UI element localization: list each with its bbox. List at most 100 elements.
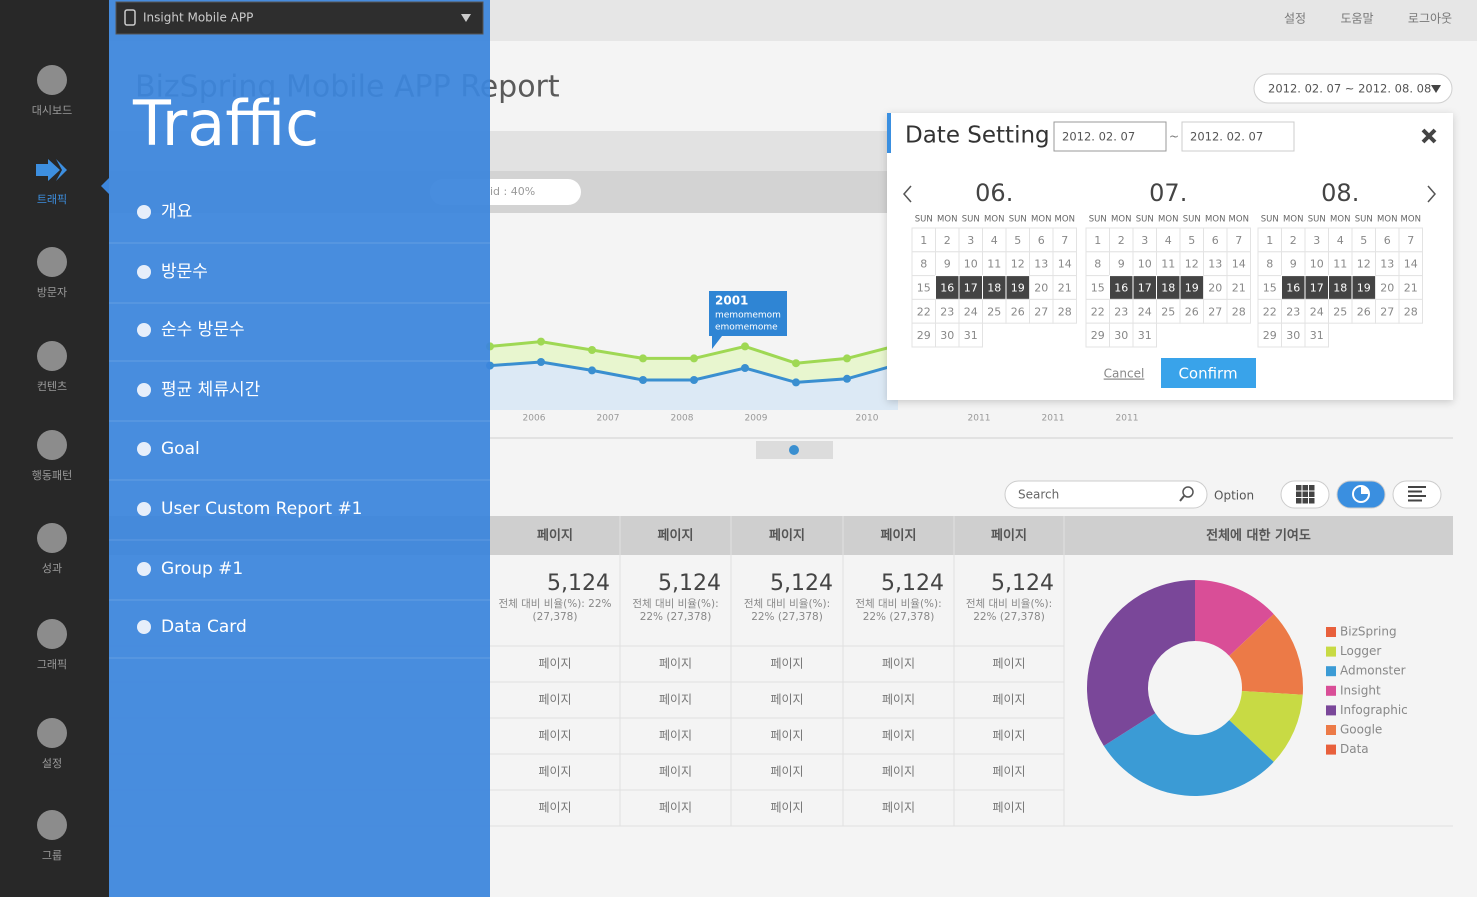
- menu-item[interactable]: Group #1: [161, 559, 243, 579]
- trend-point: [741, 342, 749, 351]
- menu-item[interactable]: 방문수: [161, 262, 208, 282]
- day-number: 14: [1058, 258, 1072, 271]
- menu-item[interactable]: Data Card: [161, 617, 247, 637]
- day-number: 27: [1034, 305, 1048, 318]
- day-cell[interactable]: [958, 322, 983, 348]
- nav-label[interactable]: 트래픽: [37, 193, 67, 206]
- nav-label[interactable]: 그룹: [42, 849, 62, 862]
- grid-icon: [1309, 498, 1315, 504]
- table-cell: 페이지: [882, 657, 915, 671]
- legend-swatch: [1326, 627, 1336, 637]
- popup-accent: [887, 113, 891, 153]
- day-cell[interactable]: [1304, 322, 1329, 348]
- day-number: 13: [1034, 258, 1048, 271]
- trend-point: [639, 354, 647, 363]
- date-range-text: 2012. 02. 07 ~ 2012. 08. 08: [1268, 82, 1431, 96]
- nav-label[interactable]: 컨텐츠: [37, 380, 67, 393]
- day-number: 7: [1235, 234, 1242, 247]
- top-link[interactable]: 로그아웃: [1408, 12, 1452, 26]
- menu-item[interactable]: 순수 방문수: [161, 320, 245, 340]
- table-cell: 페이지: [992, 765, 1025, 779]
- column-header: 전체에 대한 기여도: [1206, 528, 1311, 544]
- day-cell[interactable]: [1052, 298, 1077, 324]
- day-cell[interactable]: [1132, 322, 1157, 348]
- table-cell: 페이지: [659, 765, 692, 779]
- legend-label: Infographic: [1340, 703, 1408, 717]
- top-link[interactable]: 도움말: [1340, 12, 1373, 26]
- top-link[interactable]: 설정: [1284, 12, 1306, 26]
- legend-swatch: [1326, 725, 1336, 735]
- date-input[interactable]: [1053, 121, 1167, 152]
- grid-icon: [1302, 485, 1308, 491]
- nav-icon: [36, 159, 67, 181]
- nav-label[interactable]: 그래픽: [37, 658, 67, 671]
- date-range-select[interactable]: [1253, 73, 1453, 104]
- trend-point: [792, 359, 800, 368]
- prev-month[interactable]: [903, 185, 912, 203]
- date-input[interactable]: [1181, 121, 1295, 152]
- day-number: 25: [987, 305, 1001, 318]
- day-number: 28: [1232, 305, 1246, 318]
- slider-handle[interactable]: [789, 445, 799, 455]
- legend-swatch: [1326, 685, 1336, 696]
- menu-icon: [137, 205, 151, 219]
- nav-icon: [37, 341, 67, 371]
- table-cell: 페이지: [882, 765, 915, 779]
- nav-icon: [37, 619, 67, 649]
- day-number: 12: [1011, 258, 1025, 271]
- table-cell: 페이지: [882, 729, 915, 743]
- day-number: 4: [1165, 234, 1172, 247]
- day-number: 31: [1138, 329, 1152, 342]
- day-number: 27: [1208, 305, 1222, 318]
- search-box[interactable]: [1004, 480, 1208, 509]
- day-number: 7: [1061, 234, 1068, 247]
- summary-detail: 22% (27,378): [973, 611, 1045, 623]
- confirm-button[interactable]: [1161, 358, 1256, 388]
- day-number: 23: [1114, 305, 1128, 318]
- nav-label[interactable]: 방문자: [37, 286, 67, 299]
- tooltip-title: 2001: [715, 294, 748, 308]
- nav-label[interactable]: 성과: [42, 562, 62, 575]
- filter-pill-text: id : 40%: [490, 185, 535, 198]
- table-cell: 페이지: [882, 801, 915, 815]
- menu-item[interactable]: 개요: [161, 202, 192, 222]
- summary-detail: 22% (27,378): [751, 611, 823, 623]
- option-label[interactable]: Option: [1214, 489, 1254, 503]
- day-number: 3: [1313, 234, 1320, 247]
- day-number: 22: [917, 305, 931, 318]
- weekday-label: MON: [1111, 215, 1131, 225]
- day-number: 30: [1286, 329, 1300, 342]
- nav-label[interactable]: 대시보드: [32, 104, 72, 117]
- day-number: 17: [964, 282, 978, 295]
- nav-label[interactable]: 행동패턴: [32, 469, 72, 482]
- cancel-button[interactable]: Cancel: [1104, 367, 1145, 381]
- trend-point: [537, 337, 545, 346]
- day-number: 15: [917, 282, 931, 295]
- menu-item[interactable]: 평균 체류시간: [161, 380, 261, 400]
- view-toggle[interactable]: [1336, 480, 1386, 509]
- menu-item[interactable]: User Custom Report #1: [161, 499, 363, 519]
- day-number: 18: [1333, 282, 1347, 295]
- day-cell[interactable]: [1398, 298, 1423, 324]
- weekday-label: MON: [1401, 215, 1421, 225]
- table-cell: 페이지: [770, 693, 803, 707]
- month-label: 07.: [1149, 179, 1187, 207]
- day-cell[interactable]: [1226, 298, 1251, 324]
- close-button[interactable]: [1421, 128, 1437, 144]
- table-cell: 페이지: [882, 693, 915, 707]
- trend-point: [588, 346, 596, 354]
- x-axis-label: 2008: [671, 414, 694, 424]
- next-month[interactable]: [1427, 185, 1436, 203]
- date-popup: Date Setting 2012. 02. 07 ~2012. 02. 07 06.…: [887, 113, 1453, 400]
- menu-item[interactable]: Goal: [161, 439, 200, 459]
- menu-icon: [137, 442, 151, 456]
- nav-label[interactable]: 설정: [42, 757, 62, 770]
- weekday-label: MON: [937, 215, 957, 225]
- tooltip-text: emomemome: [715, 323, 778, 333]
- table-cell: 페이지: [538, 765, 571, 779]
- summary-value: 5,124: [770, 571, 833, 596]
- app-select[interactable]: [115, 1, 484, 35]
- legend-label: Admonster: [1340, 664, 1406, 678]
- view-toggle[interactable]: [1392, 480, 1442, 509]
- day-number: 16: [1286, 282, 1300, 295]
